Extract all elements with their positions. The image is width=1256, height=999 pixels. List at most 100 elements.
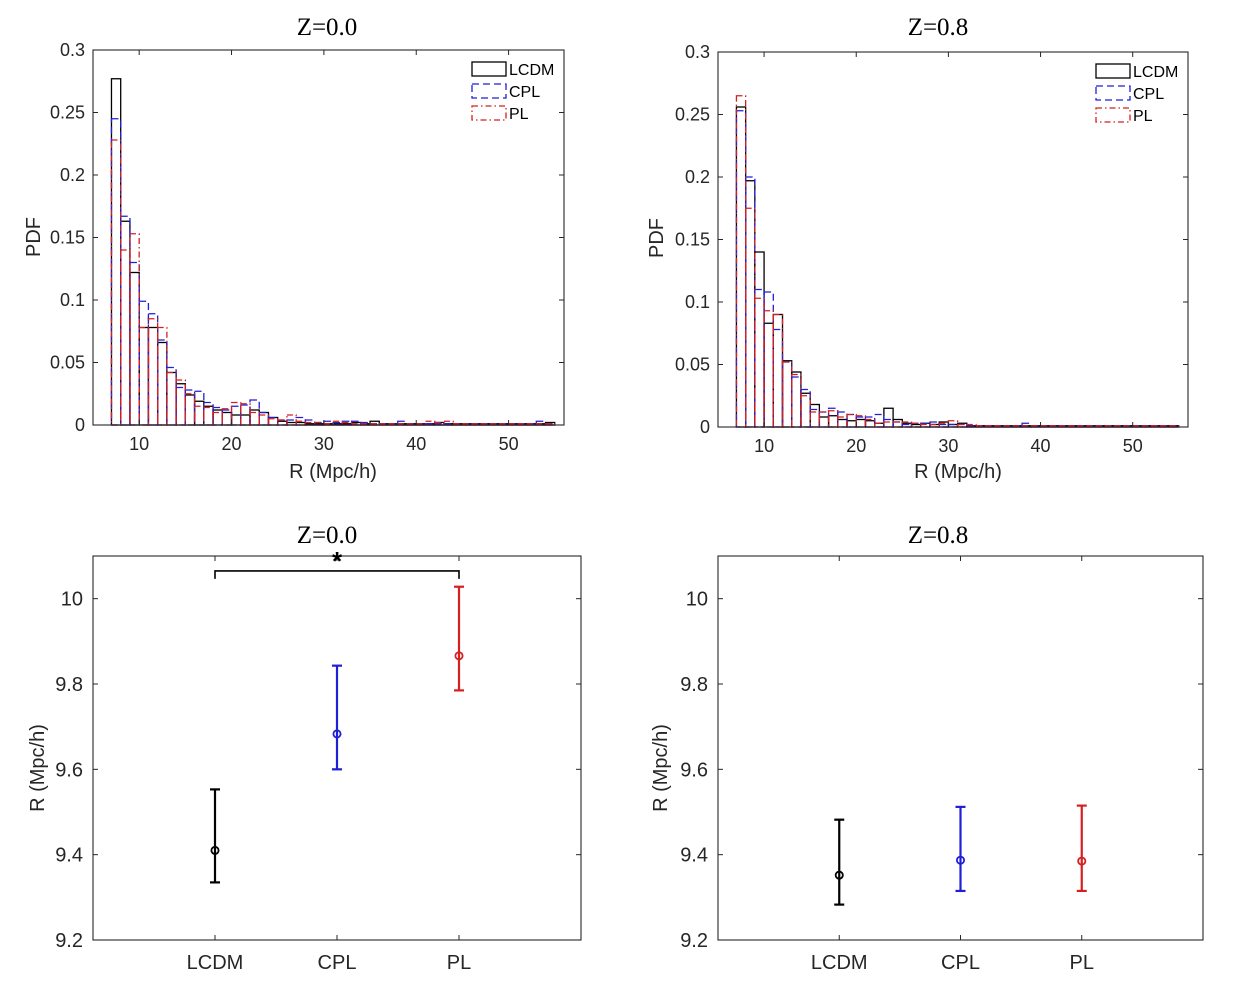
histogram-bar-pl bbox=[120, 249, 131, 426]
y-tick-label: 10 bbox=[61, 589, 83, 611]
y-tick-label: 0.25 bbox=[675, 105, 710, 125]
legend-label: CPL bbox=[509, 84, 540, 101]
histogram-bar-lcdm bbox=[809, 403, 821, 428]
histogram-bar-pl bbox=[818, 411, 830, 428]
legend-label: CPL bbox=[1133, 86, 1164, 103]
panel-title: Z=0.0 bbox=[297, 14, 358, 41]
y-tick-label: 0.3 bbox=[60, 40, 85, 60]
mean-marker-pl bbox=[1077, 856, 1087, 866]
histogram-bar-cpl bbox=[892, 421, 903, 428]
y-tick-label: 0.3 bbox=[685, 42, 710, 62]
mean-marker-lcdm bbox=[834, 870, 844, 880]
y-tick-label: 9.2 bbox=[55, 930, 83, 952]
y-tick-label: 0.2 bbox=[60, 165, 85, 185]
histogram-bar-pl bbox=[754, 297, 765, 428]
histogram-bar-lcdm bbox=[120, 220, 131, 426]
histogram-bar-pl bbox=[864, 418, 876, 428]
histogram-bar-cpl bbox=[781, 361, 793, 428]
histogram-bar-pl bbox=[837, 416, 848, 428]
y-tick-label: 9.8 bbox=[55, 674, 83, 696]
x-category-label: LCDM bbox=[811, 952, 868, 974]
histogram-bar-pl bbox=[744, 207, 756, 428]
histogram-bar-pl bbox=[212, 411, 223, 426]
x-tick-label: 10 bbox=[129, 434, 149, 454]
histogram-bar-pl bbox=[175, 379, 187, 426]
histogram-bar-pl bbox=[781, 361, 793, 428]
y-tick-label: 0 bbox=[75, 415, 85, 435]
histogram-bar-pl bbox=[846, 413, 857, 428]
histogram-bar-pl bbox=[791, 373, 802, 428]
histogram-z0-panel: Z=0.0 R (Mpc/h) PDF 0 0.05 0.1 0.15 0.2 0.25 0… bbox=[23, 14, 565, 483]
histogram-bar-cpl bbox=[110, 118, 122, 426]
y-tick-label: 9.6 bbox=[680, 759, 708, 781]
y-tick-label: 0 bbox=[700, 417, 710, 437]
legend-label: PL bbox=[509, 106, 529, 123]
histogram-bar-lcdm bbox=[772, 313, 784, 428]
histogram-bar-cpl bbox=[772, 328, 784, 428]
x-tick-label: 50 bbox=[1123, 436, 1143, 456]
panel-title: Z=0.8 bbox=[908, 14, 969, 41]
x-category-label: PL bbox=[1070, 952, 1094, 974]
histogram-bar-cpl bbox=[175, 386, 187, 426]
y-tick-label: 0.1 bbox=[60, 290, 85, 310]
histogram-bar-cpl bbox=[818, 411, 830, 428]
axes-frame bbox=[717, 51, 1189, 428]
mean-marker-cpl bbox=[956, 855, 966, 865]
histogram-bar-pl bbox=[735, 95, 747, 428]
histogram-bar-lcdm bbox=[781, 360, 793, 428]
histogram-bar-lcdm bbox=[203, 405, 214, 426]
x-axis-label: R (Mpc/h) bbox=[914, 461, 1002, 483]
x-tick-label: 20 bbox=[846, 436, 866, 456]
legend-label: LCDM bbox=[509, 62, 554, 79]
histogram-bar-pl bbox=[800, 395, 811, 428]
histogram-bar-cpl bbox=[763, 291, 774, 428]
histogram-bar-lcdm bbox=[129, 271, 140, 426]
histogram-bar-lcdm bbox=[166, 371, 177, 426]
histogram-bar-lcdm bbox=[110, 78, 122, 426]
histogram-bar-pl bbox=[240, 403, 251, 426]
histogram-bar-cpl bbox=[874, 413, 885, 428]
histogram-bar-lcdm bbox=[864, 420, 876, 428]
legend-label: PL bbox=[1133, 108, 1153, 125]
histogram-bar-lcdm bbox=[156, 341, 168, 426]
y-tick-label: 0.05 bbox=[50, 353, 85, 373]
histogram-bar-cpl bbox=[735, 110, 747, 428]
x-tick-label: 50 bbox=[499, 434, 519, 454]
legend-swatch-pl bbox=[471, 105, 507, 121]
histogram-bar-lcdm bbox=[837, 418, 848, 428]
histogram-bar-pl bbox=[110, 139, 122, 426]
y-axis-label: PDF bbox=[23, 217, 45, 257]
panel-title: Z=0.0 bbox=[297, 522, 358, 549]
histogram-bar-lcdm bbox=[138, 326, 150, 426]
x-axis-label: R (Mpc/h) bbox=[289, 461, 377, 483]
histogram-bar-lcdm bbox=[735, 106, 747, 428]
panel-title: Z=0.8 bbox=[908, 522, 969, 549]
histogram-bar-pl bbox=[249, 411, 260, 426]
histogram-bar-lcdm bbox=[883, 407, 894, 428]
histogram-bar-cpl bbox=[156, 339, 168, 426]
y-axis-label: R (Mpc/h) bbox=[650, 724, 672, 812]
histogram-bar-pl bbox=[221, 408, 233, 426]
legend-swatch-lcdm bbox=[471, 61, 507, 77]
histogram-bar-lcdm bbox=[818, 416, 830, 428]
histogram-bar-lcdm bbox=[855, 418, 867, 428]
y-tick-label: 9.4 bbox=[55, 845, 83, 867]
histogram-bar-cpl bbox=[800, 388, 811, 428]
legend-swatch-lcdm bbox=[1095, 63, 1131, 79]
histogram-bar-cpl bbox=[120, 215, 131, 426]
y-tick-label: 9.6 bbox=[55, 759, 83, 781]
histogram-bar-cpl bbox=[855, 416, 867, 428]
histogram-bar-pl bbox=[827, 410, 839, 428]
x-tick-label: 10 bbox=[754, 436, 774, 456]
histogram-bar-lcdm bbox=[791, 371, 802, 428]
legend-swatch-cpl bbox=[1095, 85, 1131, 101]
x-tick-label: 40 bbox=[406, 434, 426, 454]
histogram-bar-lcdm bbox=[763, 322, 774, 428]
histogram-bar-lcdm bbox=[221, 411, 233, 426]
histogram-bar-pl bbox=[883, 421, 894, 428]
x-category-label: LCDM bbox=[187, 952, 244, 974]
histogram-bar-lcdm bbox=[147, 326, 159, 426]
histogram-bar-pl bbox=[892, 421, 903, 428]
x-tick-label: 20 bbox=[222, 434, 242, 454]
